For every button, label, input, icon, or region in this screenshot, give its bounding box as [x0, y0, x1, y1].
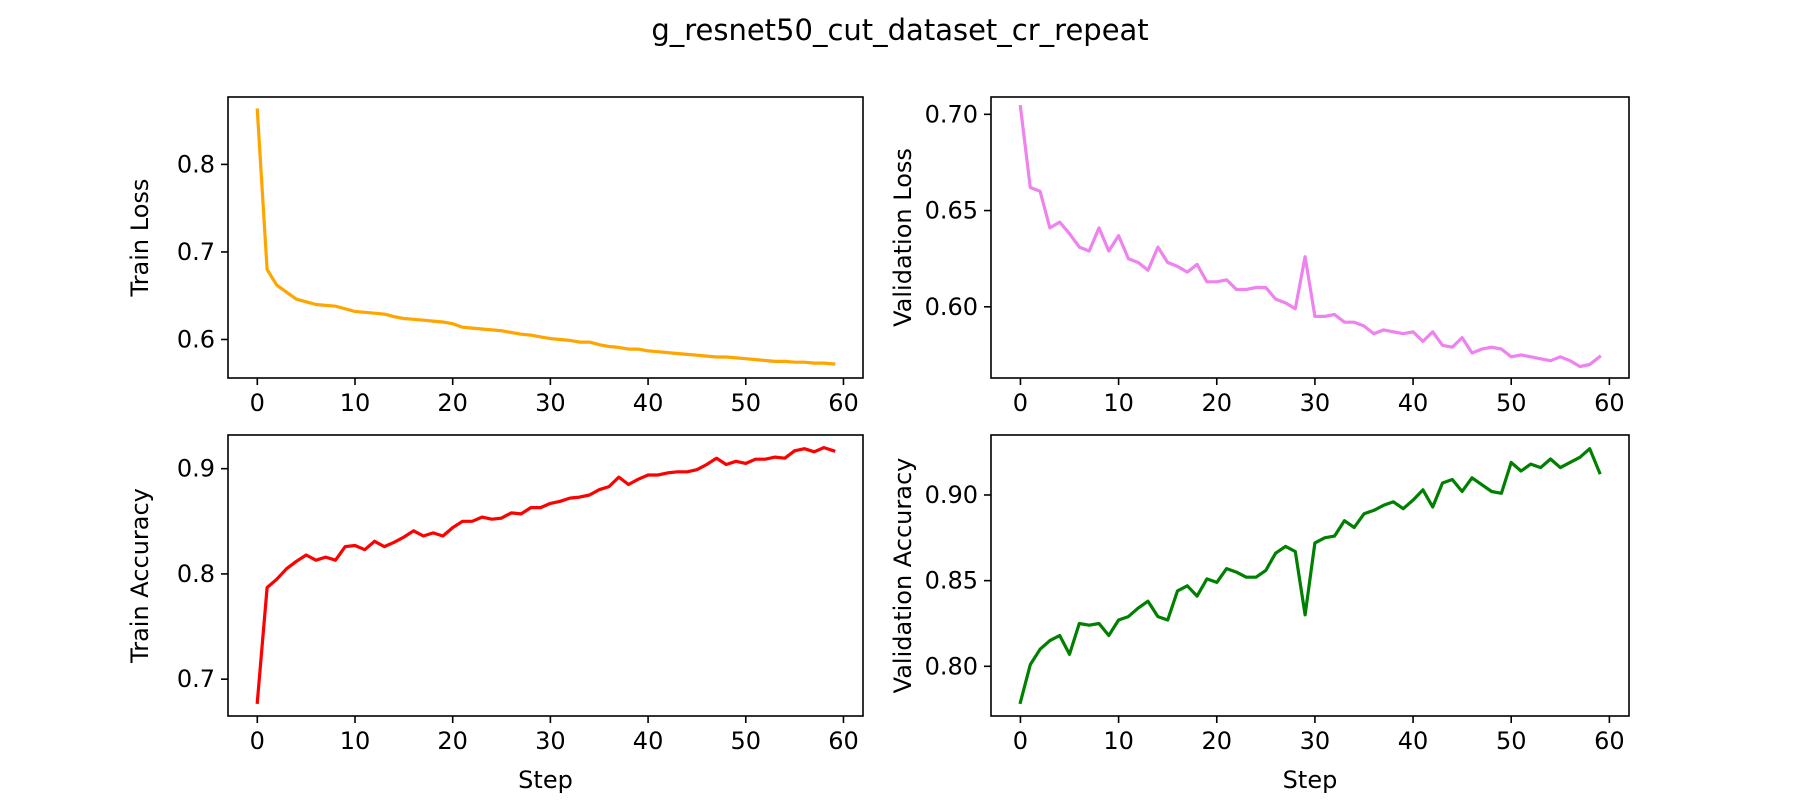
validation-accuracy-x-tick-label: 50 — [1496, 727, 1527, 755]
validation-loss-x-tick-label: 50 — [1496, 389, 1527, 417]
train-loss-x-tick-label: 50 — [730, 389, 761, 417]
validation-loss-x-tick-label: 30 — [1300, 389, 1331, 417]
train-accuracy-line — [255, 446, 836, 705]
train-accuracy-x-tick-label: 20 — [437, 727, 468, 755]
validation-accuracy-x-tick-label: 0 — [1013, 727, 1028, 755]
validation-loss-y-axis-label: Validation Loss — [889, 148, 917, 327]
train-loss-x-tick-label: 40 — [633, 389, 664, 417]
train-loss-y-tick-label: 0.6 — [177, 325, 215, 353]
validation-loss-line — [1018, 104, 1602, 369]
train-loss-line — [255, 108, 836, 366]
train-accuracy-x-tick-label: 30 — [535, 727, 566, 755]
train-accuracy-y-axis-label: Train Accuracy — [126, 488, 154, 664]
validation-loss-x-tick-label: 60 — [1594, 389, 1625, 417]
validation-accuracy-y-axis-label: Validation Accuracy — [889, 458, 917, 694]
validation-loss-x-tick-label: 10 — [1103, 389, 1134, 417]
train-accuracy-x-tick-label: 40 — [633, 727, 664, 755]
validation-accuracy-x-tick-label: 40 — [1398, 727, 1429, 755]
train-loss-x-tick-label: 30 — [535, 389, 566, 417]
validation-loss-panel: 0 10 20 30 40 50 60 0.60 0.65 0.70 Validation Loss — [889, 96, 1630, 417]
train-loss-x-tick-label: 20 — [437, 389, 468, 417]
validation-loss-y-tick-label: 0.60 — [925, 293, 978, 321]
validation-accuracy-axes-frame — [990, 434, 1630, 717]
validation-accuracy-x-tick-label: 60 — [1594, 727, 1625, 755]
train-accuracy-x-axis-label: Step — [518, 766, 573, 794]
train-accuracy-x-tick-label: 0 — [250, 727, 265, 755]
validation-accuracy-x-tick-label: 10 — [1103, 727, 1134, 755]
train-loss-panel: 0 10 20 30 40 50 60 0.6 0.7 0.8 Train Loss — [126, 96, 864, 417]
train-accuracy-x-tick-label: 60 — [828, 727, 859, 755]
validation-loss-axes-frame — [990, 96, 1630, 379]
train-loss-x-tick-label: 10 — [340, 389, 371, 417]
validation-loss-y-tick-label: 0.70 — [925, 100, 978, 128]
validation-loss-x-tick-label: 20 — [1201, 389, 1232, 417]
train-accuracy-y-tick-label: 0.7 — [177, 665, 215, 693]
validation-accuracy-panel: 0 10 20 30 40 50 60 0.80 0.85 0.90 Validation Accu… — [889, 434, 1630, 794]
train-loss-x-tick-label: 60 — [828, 389, 859, 417]
figure-title: g_resnet50_cut_dataset_cr_repeat — [651, 13, 1148, 47]
train-accuracy-x-tick-label: 50 — [730, 727, 761, 755]
validation-accuracy-y-tick-label: 0.80 — [925, 652, 978, 680]
validation-accuracy-x-axis-label: Step — [1283, 766, 1338, 794]
train-accuracy-axes-frame — [227, 434, 864, 717]
validation-accuracy-line — [1018, 447, 1602, 705]
validation-loss-y-tick-label: 0.65 — [925, 197, 978, 225]
validation-accuracy-y-tick-label: 0.90 — [925, 481, 978, 509]
train-loss-axes-frame — [227, 96, 864, 379]
validation-loss-x-tick-label: 40 — [1398, 389, 1429, 417]
train-loss-y-axis-label: Train Loss — [126, 179, 154, 298]
validation-accuracy-y-tick-label: 0.85 — [925, 567, 978, 595]
train-accuracy-y-tick-label: 0.8 — [177, 560, 215, 588]
validation-loss-x-tick-label: 0 — [1013, 389, 1028, 417]
train-loss-x-tick-label: 0 — [250, 389, 265, 417]
train-loss-y-tick-label: 0.7 — [177, 238, 215, 266]
train-loss-y-tick-label: 0.8 — [177, 150, 215, 178]
train-accuracy-panel: 0 10 20 30 40 50 60 0.7 0.8 0.9 Train Accuracy Step — [126, 434, 864, 794]
train-accuracy-y-tick-label: 0.9 — [177, 455, 215, 483]
validation-accuracy-x-tick-label: 30 — [1300, 727, 1331, 755]
validation-accuracy-x-tick-label: 20 — [1201, 727, 1232, 755]
train-accuracy-x-tick-label: 10 — [340, 727, 371, 755]
